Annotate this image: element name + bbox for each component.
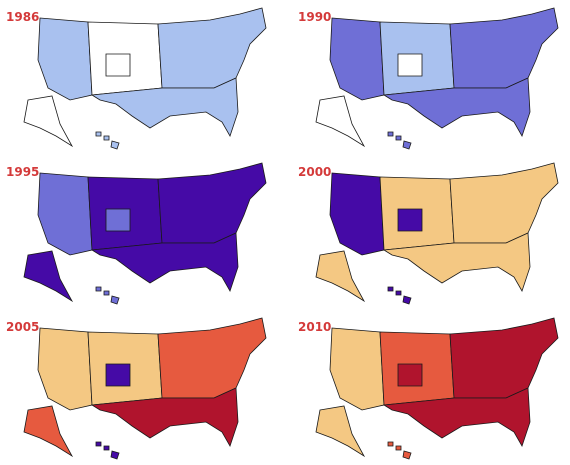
map-panel: 1995 [0, 155, 285, 310]
mountain-block [397, 208, 423, 232]
eastern-states [157, 162, 267, 244]
southern-states [90, 232, 239, 292]
eastern-states [157, 317, 267, 399]
western-states [37, 172, 93, 256]
hawaii-2 [103, 290, 110, 296]
eastern-states [449, 162, 559, 244]
us-map [315, 162, 559, 305]
hawaii-1 [387, 286, 394, 292]
mountain-block [105, 363, 131, 387]
hawaii-2 [103, 135, 110, 141]
hawaii-3 [110, 295, 120, 305]
year-label: 2000 [298, 165, 332, 179]
us-map [23, 317, 267, 460]
hawaii-3 [110, 140, 120, 150]
map-panel: 1990 [292, 0, 570, 155]
hawaii-1 [387, 441, 394, 447]
alaska [23, 405, 74, 458]
mountain-block [397, 53, 423, 77]
western-states [37, 17, 93, 101]
alaska [23, 250, 74, 303]
western-states [37, 327, 93, 411]
mountain-block [397, 363, 423, 387]
map-panel: 2010 [292, 310, 570, 465]
map-panel: 2005 [0, 310, 285, 465]
year-label: 1995 [6, 165, 40, 179]
western-states [329, 17, 385, 101]
hawaii-1 [95, 286, 102, 292]
hawaii-2 [395, 135, 402, 141]
southern-states [382, 232, 531, 292]
map-panel: 2000 [292, 155, 570, 310]
hawaii-2 [103, 445, 110, 451]
eastern-states [449, 317, 559, 399]
alaska [315, 95, 366, 148]
year-label: 2010 [298, 320, 332, 334]
alaska [315, 405, 366, 458]
us-map [23, 7, 267, 150]
hawaii-3 [402, 140, 412, 150]
us-map [23, 162, 267, 305]
southern-states [90, 387, 239, 447]
hawaii-3 [402, 295, 412, 305]
us-map [315, 7, 559, 150]
eastern-states [449, 7, 559, 89]
year-label: 1986 [6, 10, 40, 24]
us-map [315, 317, 559, 460]
mountain-block [105, 208, 131, 232]
western-states [329, 172, 385, 256]
year-label: 1990 [298, 10, 332, 24]
hawaii-2 [395, 445, 402, 451]
southern-states [382, 387, 531, 447]
western-states [329, 327, 385, 411]
alaska [315, 250, 366, 303]
hawaii-2 [395, 290, 402, 296]
hawaii-3 [110, 450, 120, 460]
hawaii-1 [387, 131, 394, 137]
mountain-block [105, 53, 131, 77]
hawaii-1 [95, 131, 102, 137]
southern-states [382, 77, 531, 137]
alaska [23, 95, 74, 148]
southern-states [90, 77, 239, 137]
year-label: 2005 [6, 320, 40, 334]
hawaii-1 [95, 441, 102, 447]
eastern-states [157, 7, 267, 89]
map-panel: 1986 [0, 0, 285, 155]
hawaii-3 [402, 450, 412, 460]
